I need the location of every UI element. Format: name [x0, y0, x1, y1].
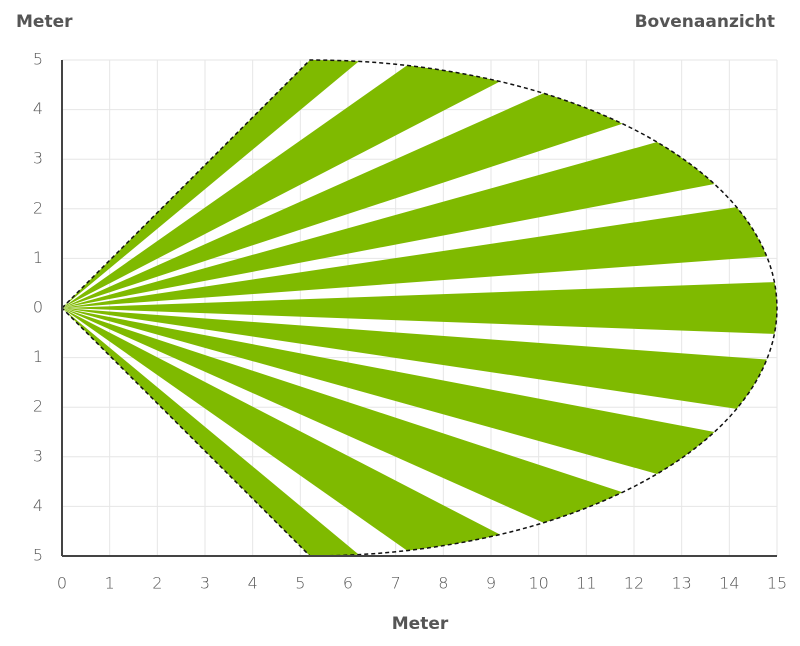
x-tick-label: 9: [486, 574, 496, 593]
coverage-wedge: [62, 308, 623, 523]
coverage-wedge: [62, 142, 715, 308]
y-tick-label: 1: [33, 347, 43, 366]
y-tick-label: 5: [33, 50, 43, 69]
coverage-wedge: [62, 60, 359, 308]
coverage-pattern: [60, 59, 778, 557]
x-tick-label: 13: [671, 574, 691, 593]
coverage-wedge: [62, 308, 359, 556]
x-tick-label: 1: [105, 574, 115, 593]
x-tick-label: 2: [152, 574, 162, 593]
x-tick-label: 0: [57, 574, 67, 593]
y-tick-label: 0: [33, 298, 43, 317]
x-tick-label: 12: [624, 574, 644, 593]
coverage-wedge: [62, 308, 715, 474]
y-axis-label: Meter: [16, 12, 73, 32]
y-tick-label: 1: [33, 248, 43, 267]
x-tick-label: 14: [719, 574, 739, 593]
y-tick-label: 2: [33, 198, 43, 217]
x-tick-label: 6: [343, 574, 353, 593]
x-tick-label: 3: [200, 574, 210, 593]
x-tick-label: 7: [391, 574, 401, 593]
y-tick-label: 4: [33, 496, 43, 515]
x-tick-label: 5: [295, 574, 305, 593]
x-axis-label: Meter: [392, 614, 449, 634]
x-tick-label: 11: [576, 574, 596, 593]
coverage-wedge: [62, 308, 500, 551]
coverage-wedge: [62, 282, 777, 334]
coverage-outline: [60, 59, 778, 557]
y-tick-label: 3: [33, 149, 43, 168]
coverage-wedge: [62, 207, 767, 308]
y-tick-label: 4: [33, 99, 43, 118]
coverage-wedge: [62, 308, 767, 409]
coverage-wedge: [62, 65, 500, 308]
y-tick-label: 5: [33, 546, 43, 565]
y-tick-label: 3: [33, 446, 43, 465]
y-tick-label: 2: [33, 397, 43, 416]
x-tick-label: 4: [248, 574, 258, 593]
x-tick-label: 8: [438, 574, 448, 593]
x-tick-label: 15: [767, 574, 787, 593]
coverage-wedge: [62, 93, 623, 308]
x-tick-label: 10: [528, 574, 548, 593]
chart-title: Bovenaanzicht: [635, 12, 775, 32]
